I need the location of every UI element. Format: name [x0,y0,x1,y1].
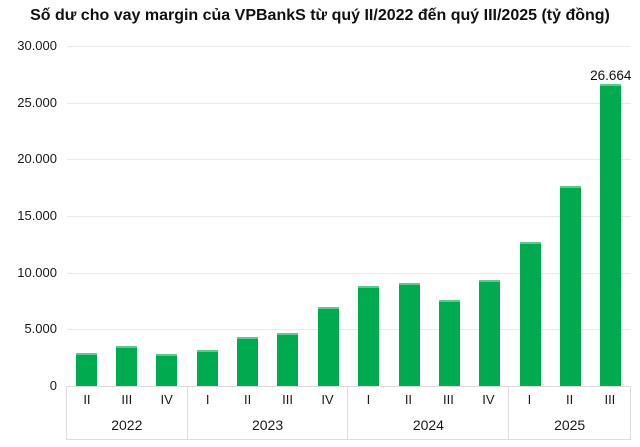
year-label-2022: 2022 [111,417,143,433]
quarter-label-III-2024: III [442,392,454,407]
bar-group-2024 [348,46,509,386]
bars-container: 26.664 [66,46,631,386]
gridline [67,329,631,331]
gridline [67,46,631,47]
bar-II-2024 [398,283,420,386]
bar-slot [510,46,550,386]
bar-II-2022 [75,353,97,386]
quarter-row: I II III [509,387,630,417]
x-axis-label-box: II III IV 2022 I II III IV 2023 I II III IV 2024 I II II… [66,386,631,440]
quarter-label-II-2025: II [566,392,574,407]
quarter-row: II III IV [67,387,187,417]
quarter-label-III-2022: III [121,392,133,407]
y-tick-label: 30.000 [17,38,57,53]
gridline [67,216,631,217]
quarter-label-IV-2022: IV [160,392,173,407]
year-group-2023: I II III IV 2023 [188,387,349,439]
bar-slot [389,46,429,386]
quarter-row: I II III IV [188,387,348,417]
bar-III-2023 [277,333,299,386]
bar-slot [550,46,590,386]
quarter-label-II-2023: II [243,392,252,407]
bar-II-2025 [559,185,581,386]
bar-slot [106,46,146,386]
bar-I-2023 [196,350,218,386]
bar-slot [308,46,348,386]
y-tick-label: 5.000 [24,321,57,337]
plot-area: 26.664 [66,46,631,386]
bar-group-2025: 26.664 [510,46,631,386]
year-group-2022: II III IV 2022 [67,387,188,439]
y-tick-label: 25.000 [17,94,57,110]
bar-slot: 26.664 [590,46,631,386]
quarter-label-IV-2024: IV [482,392,495,407]
bar-slot [147,46,187,386]
bar-II-2023 [237,337,259,386]
bar-slot [227,46,267,386]
quarter-label-IV-2023: IV [321,392,334,407]
bar-slot [429,46,469,386]
quarter-row: I II III IV [348,387,508,417]
quarter-label-III-2025: III [604,392,616,407]
bar-slot [268,46,308,386]
quarter-label-I-2023: I [205,392,210,407]
year-label-2023: 2023 [251,417,284,433]
bar-slot [66,46,106,386]
year-group-2025: I II III 2025 [509,387,630,439]
bar-IV-2022 [156,353,178,386]
y-tick-label: 20.000 [17,151,57,167]
bar-IV-2024 [479,280,501,386]
bar-value-label: 26.664 [590,67,632,83]
gridline [67,272,631,274]
chart-title: Số dư cho vay margin của VPBankS từ quý … [30,7,610,24]
quarter-label-II-2024: II [404,392,413,407]
quarter-label-III-2023: III [282,392,293,407]
year-group-2024: I II III IV 2024 [348,387,510,439]
bar-I-2025 [519,241,541,386]
y-tick-label: 0 [49,378,57,393]
bar-group-2023 [187,46,348,386]
quarter-label-I-2025: I [527,392,532,407]
y-tick-label: 15.000 [17,208,57,223]
bar-I-2024 [358,286,380,386]
year-label-2024: 2024 [412,417,444,433]
bar-III-2025: 26.664 [590,68,631,386]
quarter-label-I-2024: I [366,392,371,407]
gridline [67,102,631,104]
year-label-2025: 2025 [554,417,586,433]
quarter-label-II-2022: II [83,392,91,407]
bar-slot [187,46,227,386]
gridline [67,159,631,161]
bar-III-2022 [116,346,138,386]
bar-group-2022 [66,46,187,386]
bar-slot [470,46,510,386]
bar-slot [348,46,388,386]
y-tick-label: 10.000 [17,264,57,280]
bar-IV-2023 [317,306,339,386]
bar-III-2024 [438,300,460,386]
